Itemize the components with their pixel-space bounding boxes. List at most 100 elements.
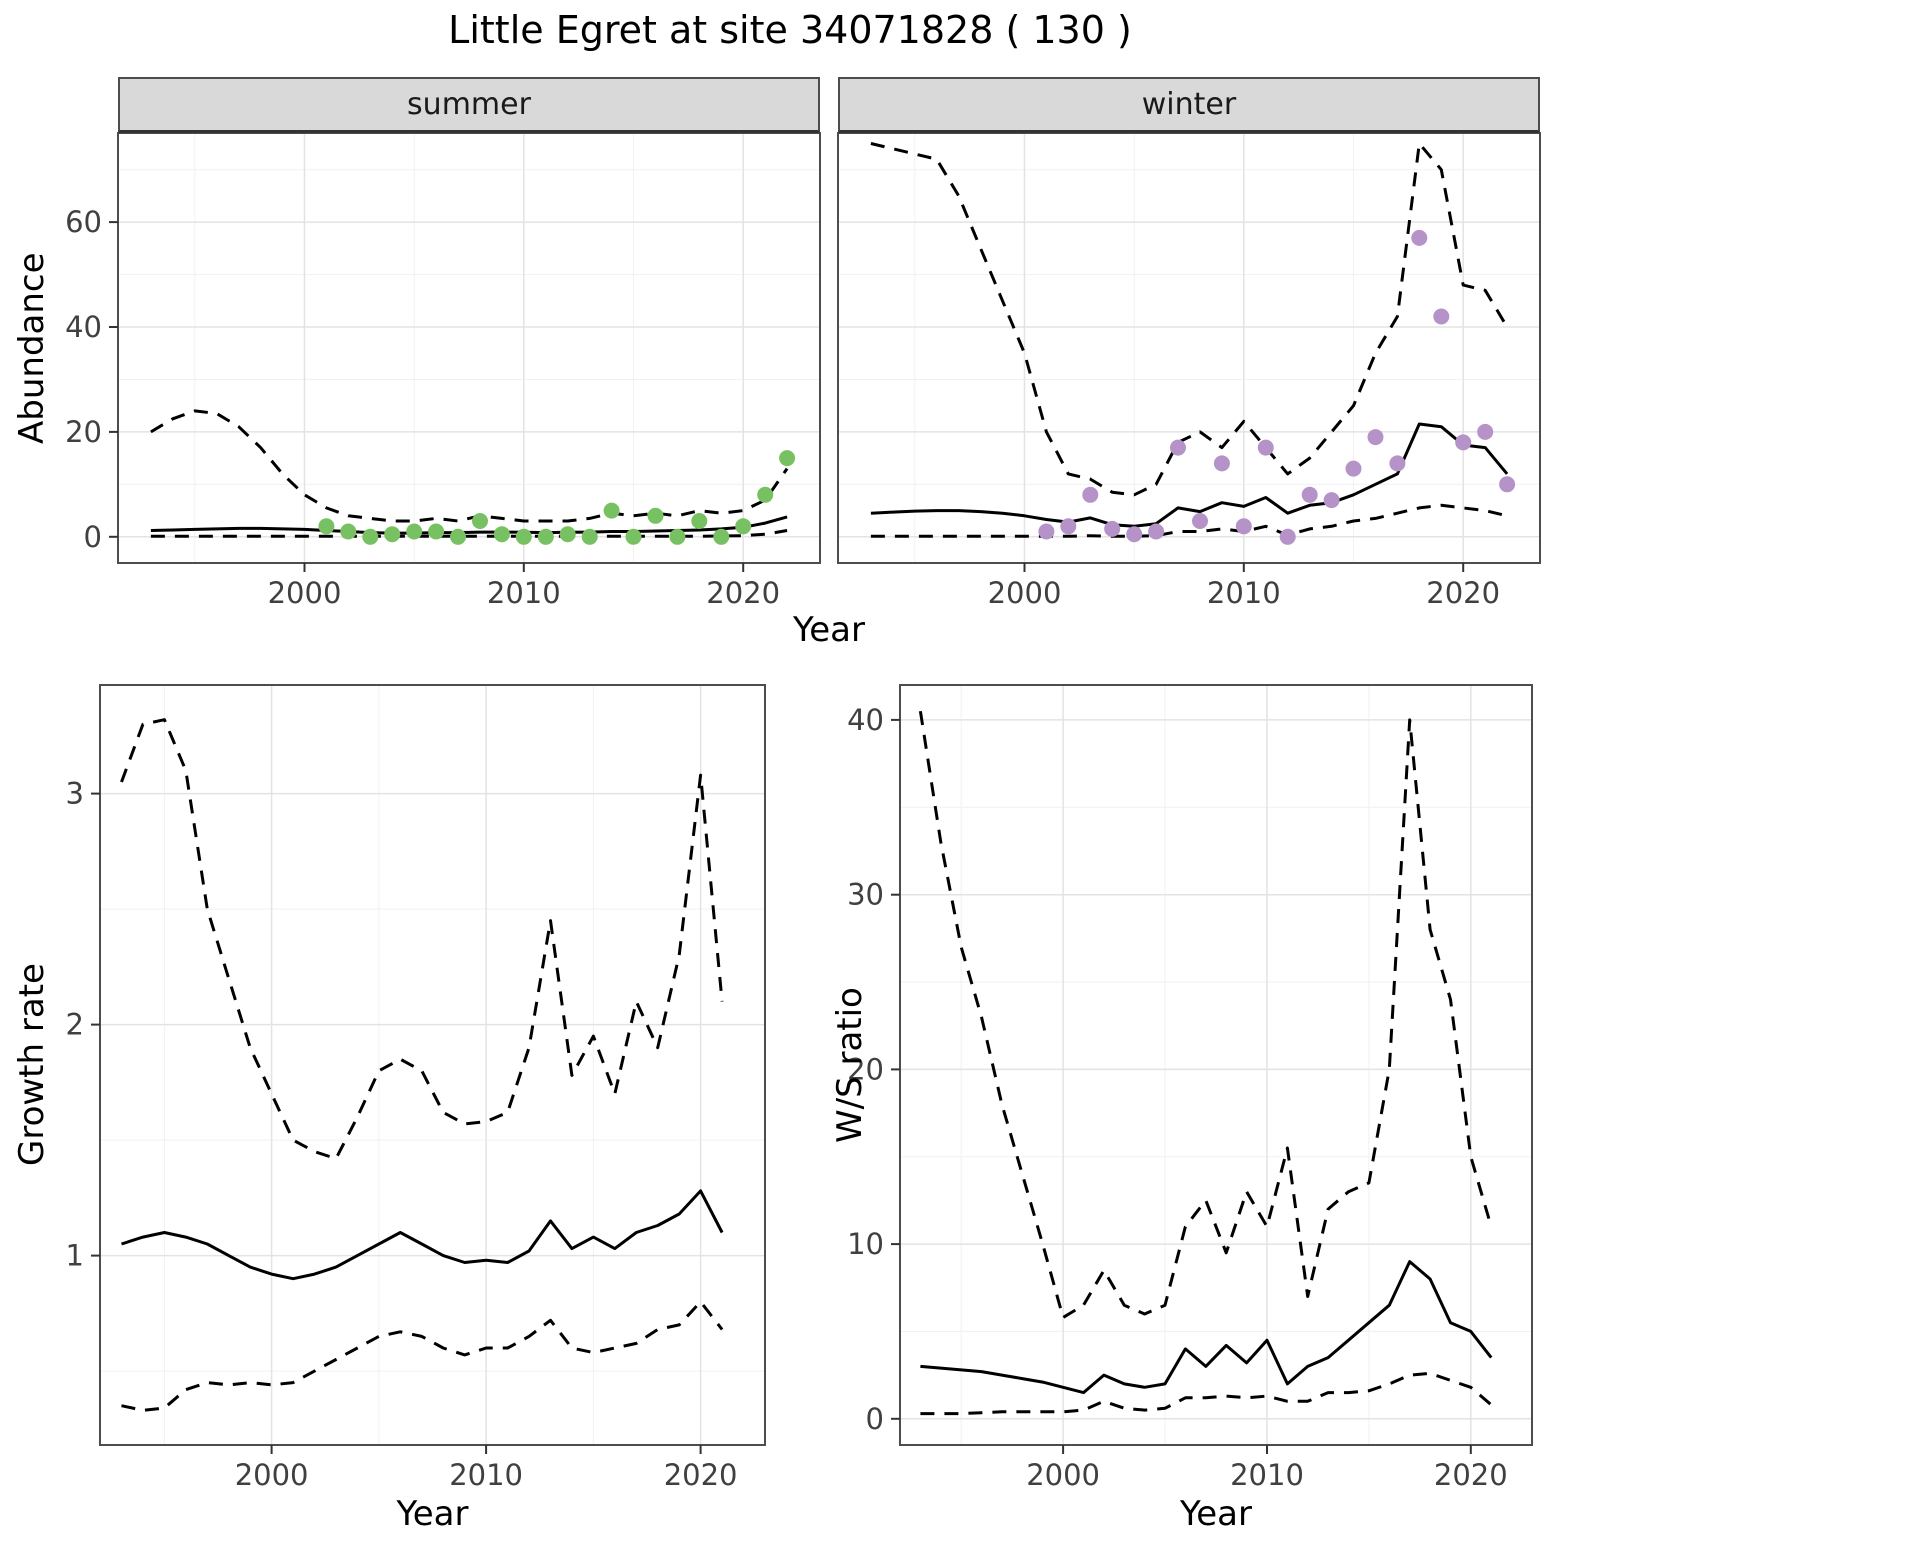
panel-background: [118, 133, 820, 563]
y-tick-label: 2: [66, 1008, 84, 1042]
upper-ci-line: [150, 409, 789, 523]
data-point: [450, 528, 466, 545]
data-point: [1455, 434, 1472, 451]
facet-strip-summer-label: summer: [407, 87, 531, 122]
data-point: [713, 528, 730, 545]
data-point: [515, 528, 532, 545]
data-point: [1345, 460, 1362, 477]
x-tick-label: 2020: [1434, 1458, 1508, 1492]
data-point: [559, 526, 576, 543]
data-point: [406, 523, 423, 540]
data-point: [318, 518, 335, 535]
data-point: [472, 513, 488, 529]
data-point: [603, 502, 620, 519]
data-point: [1082, 486, 1099, 503]
data-point: [1433, 308, 1450, 325]
y-axis-label-ws-ratio: W/S ratio: [830, 987, 870, 1143]
data-point: [1060, 518, 1077, 535]
data-point: [1148, 523, 1165, 540]
x-tick-label: 2010: [487, 576, 561, 610]
data-point: [537, 528, 554, 545]
upper-ci-line: [870, 142, 1509, 497]
y-tick-label: 20: [847, 1052, 884, 1086]
data-point: [669, 528, 686, 545]
x-tick-label: 2020: [706, 576, 780, 610]
data-point: [1104, 520, 1121, 537]
chart-title: Little Egret at site 34071828 ( 130 ): [448, 8, 1132, 52]
y-axis-label-growth-rate: Growth rate: [12, 963, 52, 1167]
data-point: [1126, 526, 1143, 543]
x-tick-label: 2020: [664, 1458, 738, 1492]
data-point: [1170, 439, 1186, 456]
y-tick-label: 10: [847, 1227, 884, 1261]
y-tick-label: 40: [65, 310, 102, 344]
panel-growth-rate: 2000 2010 2020 1 2 3: [66, 684, 766, 1492]
data-point: [428, 523, 445, 540]
x-tick-label: 2020: [1426, 576, 1500, 610]
panel-border: [899, 684, 1533, 1446]
panel-border: [99, 684, 766, 1446]
y-tick-label: 0: [84, 520, 102, 554]
data-point: [625, 528, 642, 545]
y-axis-label-abundance: Abundance: [12, 252, 52, 444]
data-point: [1389, 455, 1406, 472]
panel-border: [837, 132, 1541, 564]
observed-points: [318, 450, 796, 545]
data-point: [362, 528, 379, 545]
lower-ci-line: [870, 503, 1508, 538]
y-tick-label: 60: [65, 205, 102, 239]
facet-strip-summer: summer: [118, 77, 820, 133]
y-tick-label: 1: [66, 1239, 84, 1273]
y-tick-label: 20: [65, 415, 102, 449]
x-axis-label-growth-year: Year: [396, 1494, 469, 1534]
data-point: [1257, 439, 1274, 456]
fitted-line: [920, 1260, 1493, 1395]
data-point: [1367, 429, 1384, 446]
panel-ws-ratio: 2000 2010 2020 0 10 20 30 40: [847, 684, 1533, 1492]
data-point: [779, 450, 796, 467]
x-axis-label-ws-year: Year: [1180, 1494, 1252, 1534]
data-point: [1213, 455, 1230, 472]
data-point: [1192, 513, 1208, 529]
lower-ci-line: [920, 1371, 1493, 1416]
x-tick-label: 2010: [449, 1458, 523, 1492]
facet-strip-winter: winter: [838, 77, 1540, 133]
y-tick-label: 30: [847, 878, 884, 912]
data-point: [1499, 476, 1516, 493]
data-point: [691, 513, 708, 529]
x-axis-label-top-year: Year: [793, 610, 865, 650]
data-point: [340, 523, 357, 540]
upper-ci-line: [120, 718, 724, 1161]
panel-abundance-winter: 2000 2010 2020: [837, 132, 1541, 610]
data-point: [735, 518, 752, 535]
data-point: [1038, 523, 1055, 540]
x-tick-label: 2000: [1026, 1458, 1100, 1492]
panel-border: [117, 132, 821, 564]
fitted-line: [121, 1189, 724, 1281]
data-point: [1235, 518, 1252, 535]
y-tick-label: 0: [866, 1402, 884, 1436]
panel-background: [100, 685, 765, 1445]
facet-strip-winter-label: winter: [1141, 87, 1237, 122]
data-point: [1301, 486, 1318, 503]
data-point: [1323, 492, 1340, 509]
observed-points: [1038, 229, 1516, 545]
data-point: [647, 507, 664, 524]
data-point: [1279, 528, 1296, 545]
panel-background: [900, 685, 1532, 1445]
x-tick-label: 2000: [235, 1458, 309, 1492]
data-point: [757, 486, 774, 503]
data-point: [1411, 229, 1428, 246]
x-tick-label: 2000: [268, 576, 342, 610]
x-tick-label: 2010: [1230, 1458, 1304, 1492]
y-tick-label: 40: [847, 703, 884, 737]
x-tick-label: 2010: [1207, 576, 1281, 610]
data-point: [581, 528, 598, 545]
panel-abundance-summer: 2000 2010 2020 0 20 40 60: [65, 132, 821, 610]
y-tick-label: 3: [66, 777, 84, 811]
x-tick-label: 2000: [988, 576, 1062, 610]
data-point: [493, 526, 510, 543]
panel-background: [838, 133, 1540, 563]
